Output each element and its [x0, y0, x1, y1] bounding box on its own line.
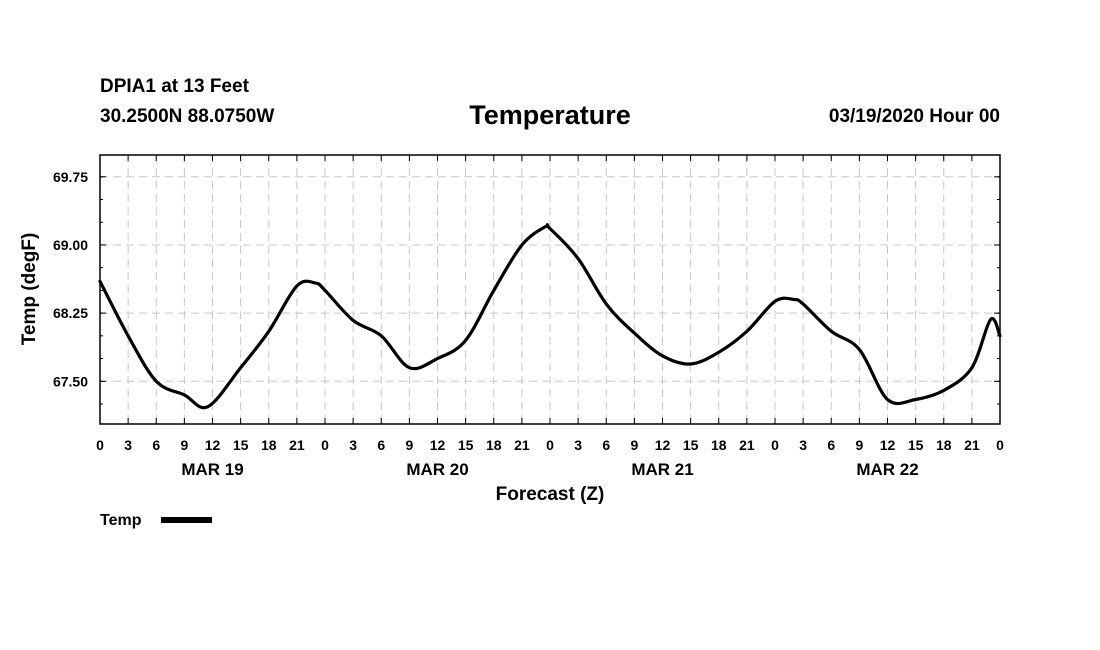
x-tick-label: 6: [152, 437, 160, 453]
plot-frame: [99, 154, 1001, 425]
y-tick-label: 68.25: [53, 305, 88, 321]
station-label: DPIA1 at 13 Feet: [100, 76, 249, 97]
x-tick-label: 18: [261, 437, 277, 453]
x-tick-label: 0: [771, 437, 779, 453]
temp-series-line: [98, 223, 1002, 410]
chart-title: Temperature: [469, 100, 631, 130]
y-tick-label: 69.75: [53, 169, 88, 185]
x-tick-label: 18: [936, 437, 952, 453]
x-tick-label: 21: [289, 437, 305, 453]
x-axis-tick-labels: 0 3 6 9 12 15 18 21 0 3 6 9 12 15 18 21 0 3 6 9 12 15 18 21 0 3 6 9…: [96, 437, 1004, 453]
x-tick-label: 15: [458, 437, 474, 453]
x-tick-label: 6: [827, 437, 835, 453]
x-tick-label: 9: [630, 437, 638, 453]
x-tick-label: 15: [683, 437, 699, 453]
x-tick-label: 3: [349, 437, 357, 453]
x-tick-label: 12: [205, 437, 221, 453]
day-label: MAR 20: [406, 460, 468, 479]
x-axis-title: Forecast (Z): [496, 484, 605, 505]
y-tick-label: 67.50: [53, 373, 88, 389]
forecast-date-label: 03/19/2020 Hour 00: [828, 106, 1000, 127]
x-tick-label: 12: [655, 437, 671, 453]
x-tick-label: 21: [964, 437, 980, 453]
x-tick-label: 15: [233, 437, 249, 453]
x-tick-label: 12: [430, 437, 446, 453]
x-tick-label: 9: [180, 437, 188, 453]
grid-lines: [100, 155, 1000, 424]
coordinates-label: 30.2500N 88.0750W: [100, 106, 275, 127]
x-tick-label: 6: [602, 437, 610, 453]
x-tick-label: 0: [546, 437, 554, 453]
day-label: MAR 19: [181, 460, 243, 479]
x-tick-label: 3: [799, 437, 807, 453]
x-tick-label: 0: [996, 437, 1004, 453]
x-tick-label: 3: [574, 437, 582, 453]
x-tick-label: 18: [711, 437, 727, 453]
legend: Temp: [100, 512, 212, 529]
day-label: MAR 21: [631, 460, 693, 479]
x-tick-label: 21: [739, 437, 755, 453]
x-tick-label: 21: [514, 437, 530, 453]
x-tick-label: 0: [96, 437, 104, 453]
legend-label-temp: Temp: [100, 512, 142, 529]
x-tick-label: 18: [486, 437, 502, 453]
day-labels: MAR 19 MAR 20 MAR 21 MAR 22: [181, 460, 918, 479]
x-tick-label: 9: [405, 437, 413, 453]
y-axis-title: Temp (degF): [19, 233, 40, 346]
x-tick-label: 0: [321, 437, 329, 453]
y-axis-tick-labels: 67.50 68.25 69.00 69.75: [53, 169, 88, 389]
x-tick-label: 12: [880, 437, 896, 453]
x-tick-label: 6: [377, 437, 385, 453]
day-label: MAR 22: [856, 460, 918, 479]
x-tick-label: 15: [908, 437, 924, 453]
x-tick-label: 3: [124, 437, 132, 453]
x-tick-label: 9: [855, 437, 863, 453]
y-tick-label: 69.00: [53, 237, 88, 253]
